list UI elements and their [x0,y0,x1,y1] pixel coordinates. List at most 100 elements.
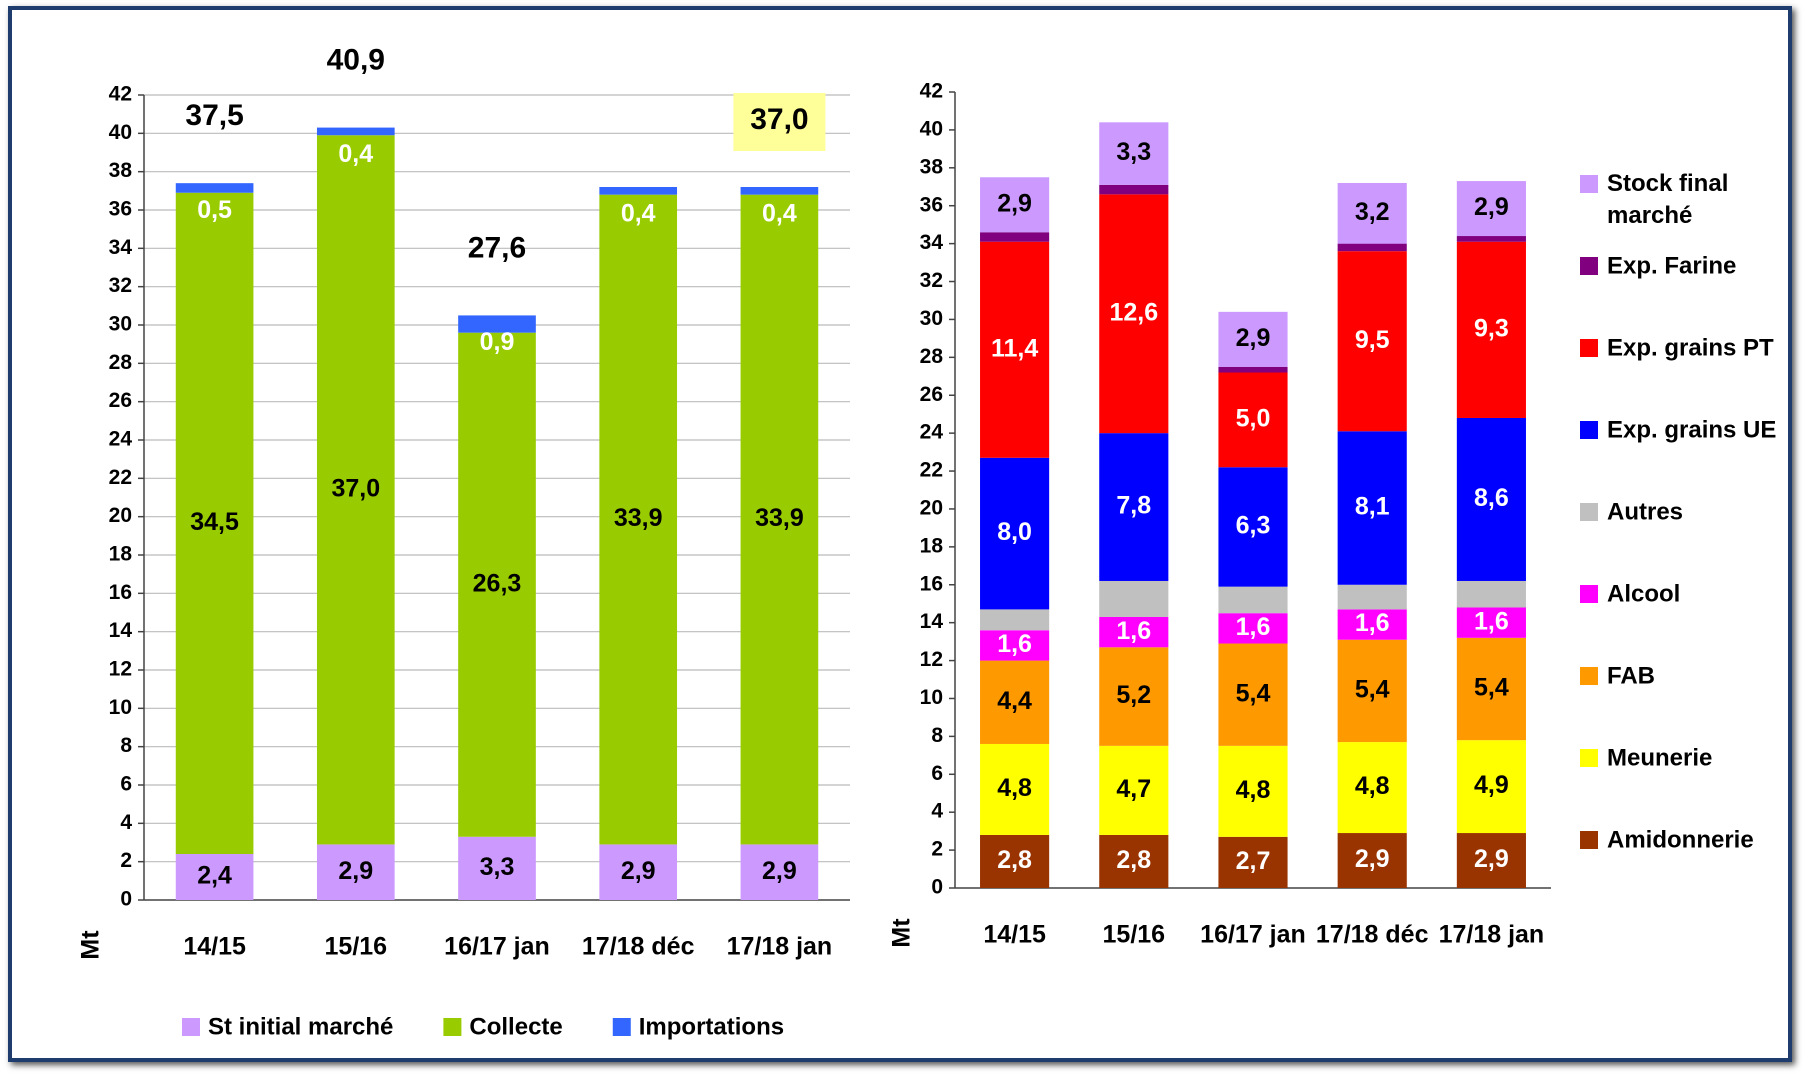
bar-segment [316,844,395,900]
legend-label: Exp. grains PT [1607,334,1774,361]
bar-segment [1218,745,1288,837]
value-label: 1,6 [1116,617,1151,645]
legend-label: FAB [1607,662,1655,689]
value-label: 5,0 [1236,404,1271,432]
value-label: 34,5 [190,508,239,536]
y-tick-label: 24 [109,428,133,451]
y-tick-label: 32 [109,274,132,297]
x-tick-label: 15/16 [325,933,388,961]
value-label: 4,8 [997,774,1032,802]
bar-segment [980,457,1050,610]
value-label: 9,5 [1355,326,1390,354]
y-tick-label: 20 [920,496,943,519]
value-label: 0,4 [621,200,656,228]
bar-segment [1218,586,1288,614]
value-label: 12,6 [1109,298,1158,326]
bar-segment [1218,613,1288,644]
y-tick-label: 4 [931,800,943,823]
bar-segment [740,844,819,900]
y-tick-label: 32 [920,269,943,292]
bar-segment [1218,467,1288,587]
legend-swatch [1580,667,1598,685]
y-tick-label: 24 [920,421,944,444]
bar-segment [740,194,819,845]
y-tick-label: 12 [109,658,132,681]
value-label: 9,3 [1474,314,1509,342]
bar-segment [1337,182,1407,244]
value-label: 1,6 [997,630,1032,658]
value-label: 11,4 [991,334,1038,362]
legend-swatch [1580,831,1598,849]
value-label: 2,9 [1355,845,1390,873]
value-label: 1,6 [1355,609,1390,637]
bar-segment [1456,740,1526,834]
legend-label: Exp. grains UE [1607,416,1776,443]
bar-segment [1337,609,1407,640]
y-tick-label: 14 [920,610,944,633]
annotation: 40,9 [327,44,385,77]
y-tick-label: 34 [109,236,133,259]
y-axis-label: Mt [77,930,105,960]
bar-segment [175,183,254,193]
bar-segment [1218,372,1288,468]
y-tick-label: 28 [920,345,944,368]
legend-swatch [1580,175,1598,193]
bar-segment [980,834,1050,888]
value-label: 0,4 [338,140,373,168]
value-label: 4,4 [997,687,1032,715]
legend-swatch [612,1018,631,1036]
y-tick-label: 14 [109,619,133,642]
bar-segment [1218,366,1288,373]
legend-swatch [443,1018,462,1036]
bar-segment [1456,607,1526,638]
y-tick-label: 22 [109,466,132,489]
value-label: 2,9 [1236,324,1271,352]
bar-segment [1099,433,1169,581]
bar-segment [1099,647,1169,746]
y-axis-label: Mt [888,918,916,948]
bar-segment [1218,643,1288,746]
value-label: 4,9 [1474,771,1509,799]
bar-segment [740,187,819,195]
x-tick-label: 17/18 déc [582,933,695,961]
y-tick-label: 40 [920,117,943,140]
bar-segment [1099,616,1169,648]
value-label: 7,8 [1116,492,1151,520]
y-tick-label: 12 [920,648,943,671]
legend-label: Collecte [469,1013,562,1040]
bar-segment [175,854,254,900]
y-tick-label: 42 [920,80,943,103]
bar-segment [1337,243,1407,252]
bar-segment [1456,241,1526,418]
annotation: 37,0 [750,103,808,136]
legend-label: Meunerie [1607,744,1712,771]
y-tick-label: 16 [109,581,132,604]
bar-segment [1337,639,1407,743]
y-tick-label: 16 [920,572,943,595]
bar-segment [458,315,536,333]
value-label: 2,4 [197,862,232,890]
bar-segment [316,127,395,136]
bar-segment [980,660,1050,744]
bar-segment [1337,431,1407,585]
y-tick-label: 30 [109,313,132,336]
legend-label: Importations [639,1013,784,1040]
y-tick-label: 20 [109,504,132,527]
value-label: 1,6 [1474,607,1509,635]
annotation-box [733,93,826,151]
value-label: 2,8 [997,846,1032,874]
bar-segment [458,332,536,837]
y-tick-label: 26 [920,383,943,406]
value-label: 4,8 [1355,772,1390,800]
y-tick-label: 30 [920,307,943,330]
bar-segment [980,609,1050,631]
value-label: 5,4 [1236,679,1271,707]
bar-segment [599,187,678,195]
value-label: 4,7 [1116,775,1151,803]
x-tick-label: 15/16 [1103,921,1166,949]
y-tick-label: 0 [120,888,132,911]
value-label: 8,0 [997,518,1032,546]
value-label: 4,8 [1236,776,1271,804]
value-label: 3,3 [480,853,515,881]
bar-segment [1099,834,1169,888]
